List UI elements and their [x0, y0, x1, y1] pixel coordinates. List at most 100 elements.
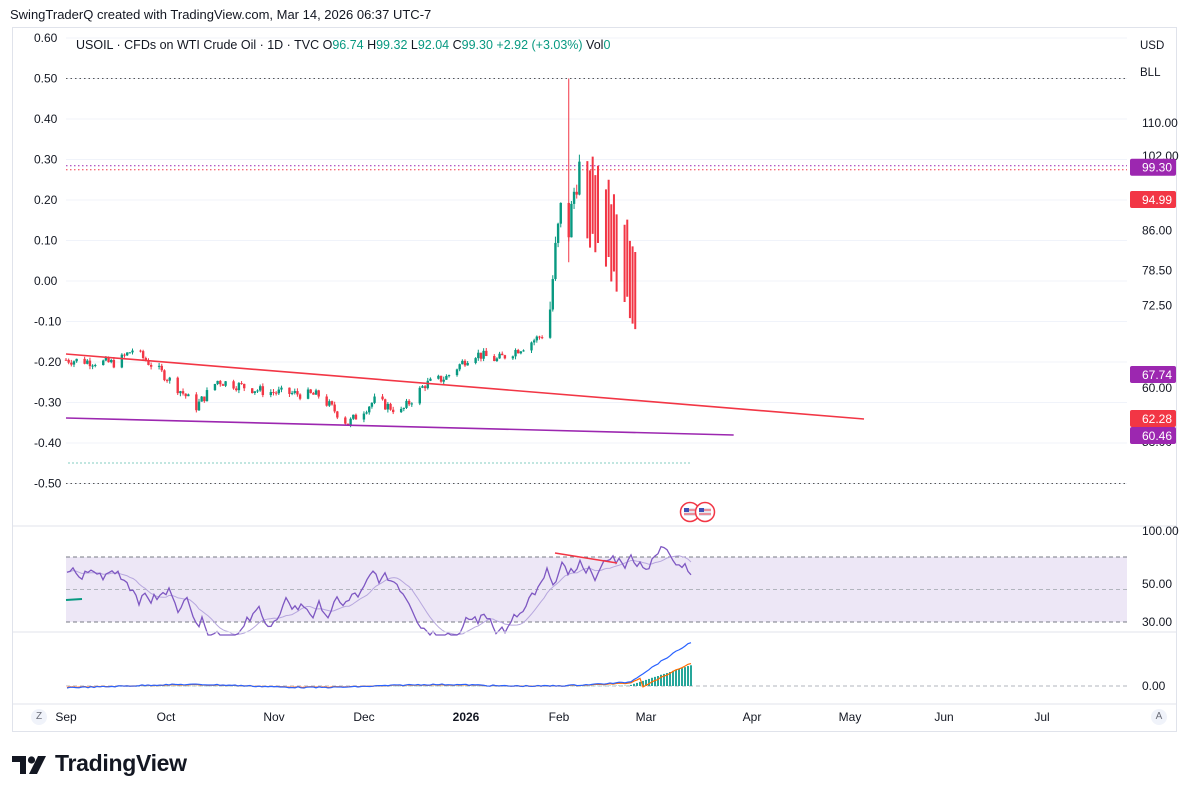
candles	[64, 78, 637, 428]
macd-histogram-bar	[417, 685, 419, 687]
candle-body	[253, 391, 257, 394]
rsi-axis-tick: 50.00	[1142, 577, 1172, 591]
macd-histogram-bar	[405, 685, 407, 687]
candle-body	[235, 388, 238, 391]
x-axis-tick: 2026	[453, 710, 480, 724]
macd-histogram-bar	[471, 685, 473, 687]
x-axis-tick: Mar	[636, 710, 657, 724]
candle-body	[232, 381, 235, 389]
candle-body	[325, 396, 328, 406]
macd-histogram-bar	[627, 685, 629, 686]
open-label: O	[322, 38, 333, 52]
volume-label: Vol	[586, 38, 604, 52]
macd-histogram-bar	[225, 685, 227, 687]
right-axis-tick: 78.50	[1142, 264, 1172, 278]
candle-body	[184, 393, 187, 397]
rsi-axis-tick: 30.00	[1142, 615, 1172, 629]
candle-body	[381, 396, 384, 400]
candle-body	[511, 356, 515, 359]
candle-body	[572, 191, 576, 204]
macd-histogram-bar	[525, 685, 527, 687]
candle-body	[181, 391, 185, 394]
candle-body	[205, 390, 209, 402]
brand: TradingView	[12, 750, 187, 777]
candle-body	[256, 390, 259, 392]
macd-histogram-bar	[396, 685, 398, 687]
candle-body	[298, 394, 302, 399]
candle-body	[474, 358, 477, 363]
macd-histogram-bar	[408, 685, 410, 687]
candle-body	[67, 359, 70, 363]
candle-body	[216, 380, 219, 384]
auto-scale-button[interactable]: A	[1151, 709, 1167, 725]
macd-histogram-bar	[609, 685, 611, 687]
price-labels: 99.30 94.99 67.74 62.28 60.46	[1130, 158, 1176, 444]
macd-histogram-bar	[240, 685, 242, 687]
candle-body	[139, 350, 142, 352]
candle-body	[107, 357, 110, 363]
candle-body	[179, 391, 182, 394]
candle-body	[203, 396, 206, 402]
chart-header: SwingTraderQ created with TradingView.co…	[10, 7, 432, 22]
candle-body	[213, 383, 217, 391]
macd-histogram-bar	[642, 680, 644, 686]
macd-histogram-bar	[465, 685, 467, 687]
candle-body	[551, 279, 554, 310]
price-label-box	[1130, 366, 1176, 383]
candle-body	[352, 414, 355, 419]
macd-histogram-bar	[294, 686, 296, 687]
candle-body	[354, 414, 358, 420]
macd-histogram-bar	[678, 669, 680, 686]
grid	[66, 37, 1127, 484]
left-axis-tick: -0.50	[34, 477, 62, 491]
macd-histogram-bar	[567, 685, 569, 687]
macd-histogram-bar	[300, 686, 302, 687]
macd-histogram-bar	[537, 685, 539, 687]
x-axis-tick: Sep	[55, 710, 77, 724]
macd-histogram-bar	[75, 686, 77, 687]
candle-body	[535, 336, 539, 341]
macd-histogram-bar	[474, 685, 476, 687]
candle-body	[575, 191, 578, 195]
candle-body	[163, 370, 166, 381]
candle-body	[423, 386, 427, 389]
macd-histogram-bar	[579, 685, 581, 687]
open-value: 96.74	[332, 38, 364, 52]
macd-histogram-bar	[444, 685, 446, 687]
left-axis-tick: 0.60	[34, 31, 58, 45]
macd-axis-tick: 0.00	[1142, 679, 1166, 693]
macd-histogram-bar	[168, 685, 170, 687]
candle-body	[165, 380, 169, 382]
currency-usd[interactable]: USD	[1140, 40, 1165, 52]
candle-body	[578, 161, 581, 195]
brand-name: TradingView	[55, 750, 187, 776]
candle-body	[240, 383, 243, 385]
macd-histogram-bar	[390, 685, 392, 687]
candle-body	[429, 378, 432, 381]
macd-histogram-bar	[453, 685, 455, 687]
candle-body	[405, 400, 408, 408]
macd-histogram-bar	[198, 685, 200, 687]
candle-body	[389, 403, 392, 410]
purple-trendline	[65, 417, 734, 436]
rsi-pane: 100.00 50.00 30.00	[12, 524, 1179, 637]
candle-body	[125, 352, 129, 356]
candle-body	[274, 392, 278, 394]
macd-histogram-bar	[447, 685, 449, 687]
x-axis-tick: Nov	[263, 710, 284, 724]
zoom-button[interactable]: Z	[31, 709, 47, 725]
candle-body	[384, 399, 387, 410]
macd-histogram-bar	[165, 685, 167, 687]
candle-body	[410, 403, 413, 405]
macd-histogram-bar	[456, 685, 458, 687]
macd-histogram-bar	[174, 685, 176, 687]
chart-frame	[12, 27, 1177, 732]
right-axis-tick: 72.50	[1142, 298, 1172, 312]
macd-histogram-bar	[432, 685, 434, 687]
change-value: +2.92 (+3.03%)	[496, 38, 583, 52]
unit-bll[interactable]: BLL	[1140, 67, 1161, 79]
candle-body	[373, 396, 376, 403]
candle-body	[538, 336, 541, 338]
candle-body	[532, 340, 536, 343]
